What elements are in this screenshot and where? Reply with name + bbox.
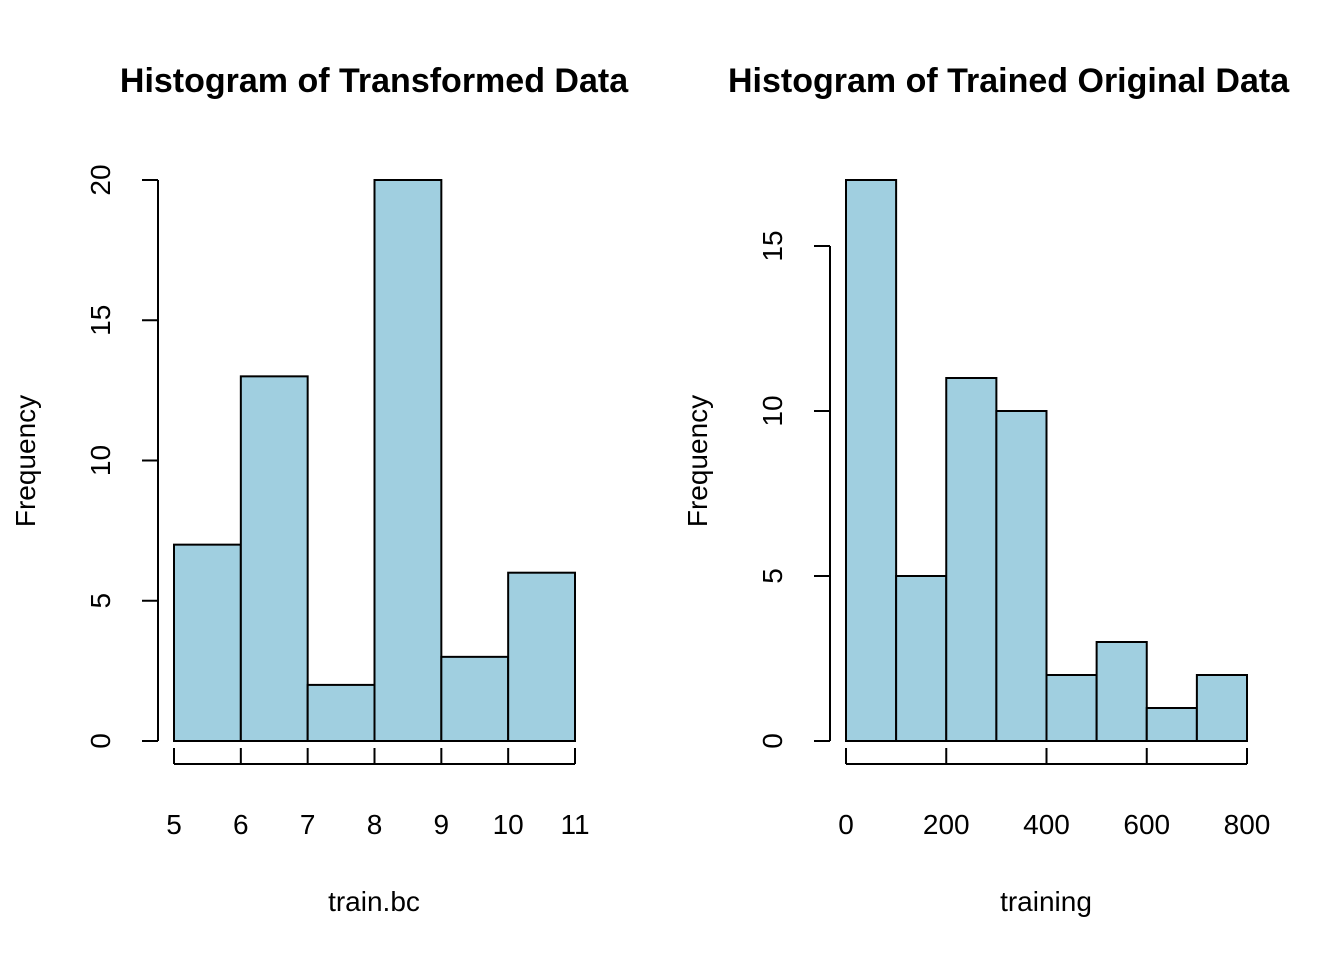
right-histogram-bar [1045,674,1098,742]
left-chart-title: Histogram of Transformed Data [120,62,629,100]
left-x-tick-label: 7 [300,809,316,840]
right-y-axis-label: Frequency [682,395,713,527]
right-axes: 0 200 400 600 800 0 5 10 15 [757,230,1270,840]
right-y-tick-label: 10 [757,395,788,426]
left-y-tick-label: 10 [85,445,116,476]
right-y-tick-label: 15 [757,230,788,261]
left-histogram-bar [440,655,510,742]
right-y-tick-label: 5 [757,568,788,584]
right-x-tick-label: 200 [923,809,970,840]
left-y-tick-label: 15 [85,305,116,336]
right-histogram-bar [995,410,1048,742]
right-bars [845,179,1248,742]
right-histogram-bar [1145,707,1198,742]
left-x-axis-label: train.bc [328,886,420,917]
left-y-tick-label: 0 [85,733,116,749]
right-histogram-bar [1095,641,1148,742]
right-histogram-panel: Histogram of Trained Original Data train… [682,62,1290,917]
left-histogram-bar [173,543,242,743]
right-x-tick-label: 800 [1224,809,1271,840]
right-histogram-bar [845,179,898,742]
left-x-tick-label: 5 [166,809,182,840]
left-histogram-bar [239,375,309,742]
right-x-axis-label: training [1000,886,1092,917]
left-y-tick-label: 5 [85,593,116,609]
left-histogram-panel: Histogram of Transformed Data train.bc F… [10,62,629,917]
right-y-tick-label: 0 [757,733,788,749]
right-histogram-bar [1195,674,1248,742]
left-x-tick-label: 6 [233,809,249,840]
right-x-tick-label: 0 [838,809,854,840]
left-histogram-bar [373,179,443,742]
right-chart-title: Histogram of Trained Original Data [728,62,1290,100]
left-y-axis-label: Frequency [10,395,41,527]
left-x-tick-label: 11 [560,809,589,840]
left-x-tick-label: 8 [367,809,383,840]
left-x-tick-label: 10 [493,809,524,840]
left-axes: 5 6 7 8 9 10 11 0 5 10 15 20 [85,164,590,840]
right-x-tick-label: 400 [1023,809,1070,840]
left-histogram-bar [507,571,576,743]
left-x-tick-label: 9 [434,809,450,840]
right-histogram-bar [945,377,998,742]
left-histogram-bar [306,683,376,743]
right-x-tick-label: 600 [1123,809,1170,840]
right-histogram-bar [895,575,948,742]
left-bars [173,179,576,743]
left-y-tick-label: 20 [85,164,116,195]
